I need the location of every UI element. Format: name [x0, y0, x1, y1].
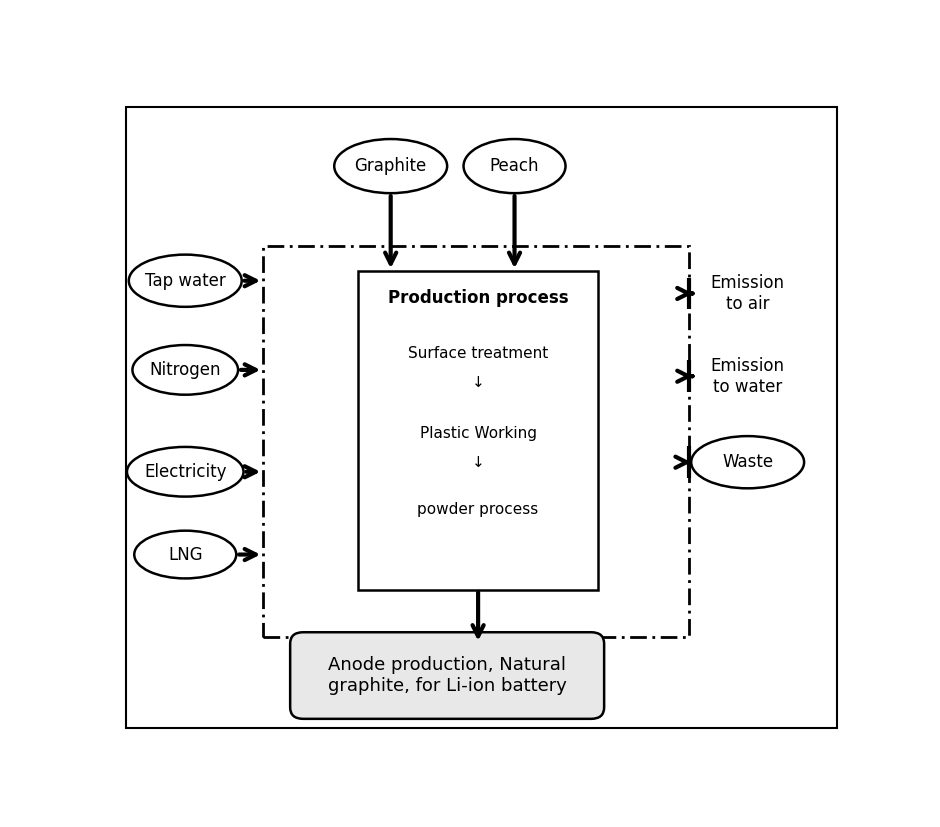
Text: Graphite: Graphite	[354, 157, 427, 175]
Text: Emission
to air: Emission to air	[711, 274, 785, 313]
Text: ↓: ↓	[472, 455, 484, 470]
Text: LNG: LNG	[168, 546, 202, 563]
FancyBboxPatch shape	[290, 632, 604, 719]
Text: Anode production, Natural
graphite, for Li-ion battery: Anode production, Natural graphite, for …	[328, 656, 567, 695]
Bar	[263, 246, 689, 638]
Ellipse shape	[134, 531, 236, 578]
Text: powder process: powder process	[417, 503, 539, 518]
Text: ↓: ↓	[472, 375, 484, 390]
Text: Nitrogen: Nitrogen	[149, 361, 221, 379]
Text: Production process: Production process	[388, 289, 569, 307]
Ellipse shape	[463, 139, 566, 194]
Ellipse shape	[335, 139, 447, 194]
Text: Electricity: Electricity	[144, 463, 227, 480]
Ellipse shape	[133, 345, 238, 394]
Text: Waste: Waste	[722, 453, 774, 471]
Text: Peach: Peach	[490, 157, 540, 175]
Text: Emission
to water: Emission to water	[711, 356, 785, 395]
Text: Surface treatment: Surface treatment	[408, 347, 548, 361]
Text: Tap water: Tap water	[145, 272, 226, 289]
Bar	[358, 271, 598, 590]
Ellipse shape	[691, 436, 804, 488]
Ellipse shape	[129, 255, 242, 307]
Ellipse shape	[127, 447, 243, 496]
Text: Plastic Working: Plastic Working	[419, 426, 537, 441]
